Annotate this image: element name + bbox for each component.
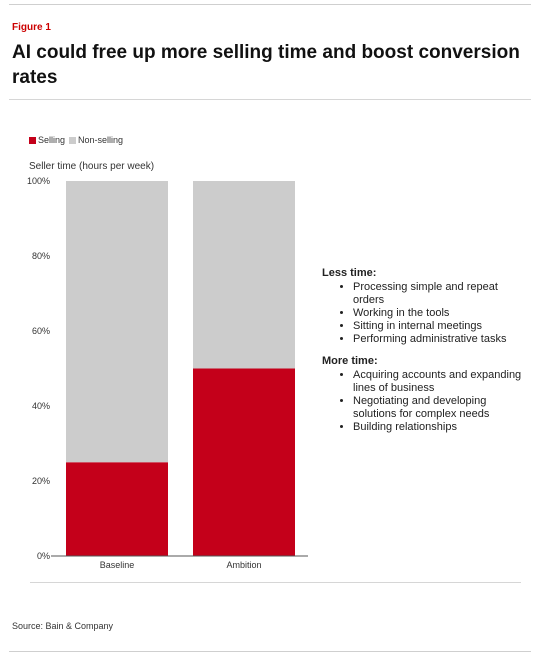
stacked-bar-chart: 0% 20% 40% 60% 80% 100% Baseline Ambition <box>27 176 308 570</box>
source-note: Source: Bain & Company <box>12 621 114 631</box>
y-tick-label: 20% <box>32 476 50 486</box>
legend-item-non-selling: Non-selling <box>69 135 123 145</box>
x-tick-label: Baseline <box>100 560 135 570</box>
figure-title: AI could free up more selling time and b… <box>12 42 520 88</box>
legend-label-selling: Selling <box>38 135 66 145</box>
title-divider <box>9 99 531 100</box>
x-tick-label: Ambition <box>226 560 261 570</box>
bar-non-selling-baseline <box>66 181 168 463</box>
legend-swatch-selling <box>29 136 36 144</box>
less-time-item: Performing administrative tasks <box>353 333 522 346</box>
y-tick-label: 80% <box>32 251 50 261</box>
bar-selling-baseline <box>66 462 168 556</box>
bottom-divider <box>30 582 521 583</box>
less-time-heading: Less time: <box>322 267 377 279</box>
figure-label: Figure 1 <box>12 22 51 33</box>
more-time-item: Negotiating and developing solutions for… <box>353 395 522 421</box>
less-time-item: Sitting in internal meetings <box>353 320 522 333</box>
y-tick-label: 40% <box>32 401 50 411</box>
less-time-item: Processing simple and repeat orders <box>353 281 522 307</box>
y-axis-title: Seller time (hours per week) <box>29 161 155 172</box>
notes-panel: Less time: Processing simple and repeat … <box>322 267 522 443</box>
more-time-heading: More time: <box>322 355 378 367</box>
legend-label-non-selling: Non-selling <box>78 135 124 145</box>
chart-legend: Selling Non-selling <box>29 135 127 145</box>
end-rule <box>9 651 531 652</box>
legend-swatch-non-selling <box>69 136 77 144</box>
legend-item-selling: Selling <box>29 135 65 145</box>
less-time-list: Processing simple and repeat orders Work… <box>322 281 522 346</box>
top-rule <box>9 4 531 5</box>
y-tick-label: 100% <box>27 176 50 186</box>
less-time-item: Working in the tools <box>353 307 522 320</box>
y-tick-label: 60% <box>32 326 50 336</box>
y-tick-label: 0% <box>37 551 50 561</box>
bar-non-selling-ambition <box>193 181 295 369</box>
more-time-item: Acquiring accounts and expanding lines o… <box>353 369 522 395</box>
more-time-list: Acquiring accounts and expanding lines o… <box>322 369 522 434</box>
bar-selling-ambition <box>193 368 295 556</box>
more-time-item: Building relationships <box>353 421 522 434</box>
